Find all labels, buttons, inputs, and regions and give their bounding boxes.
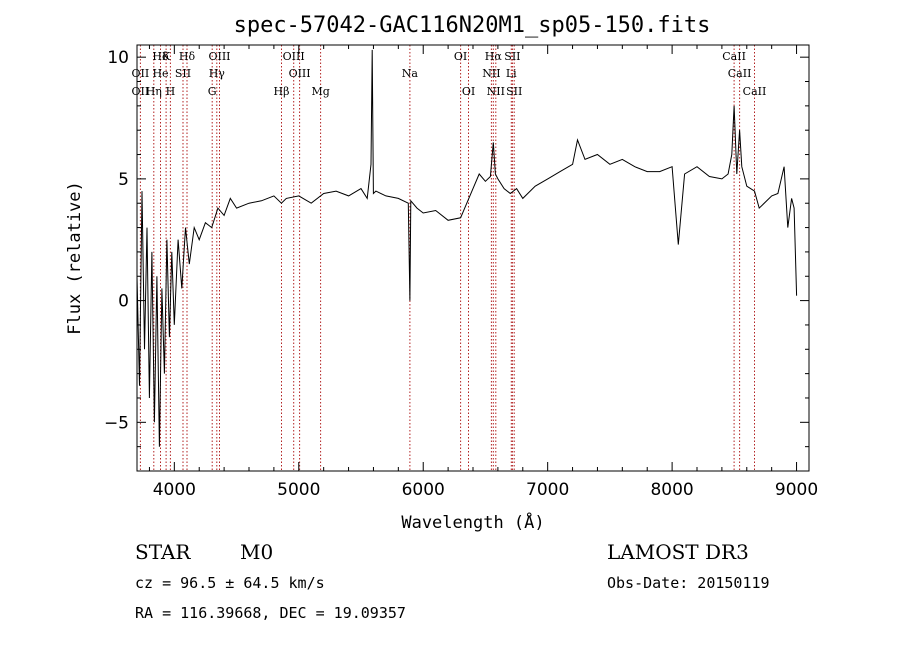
spectral-line-label: SII bbox=[175, 67, 191, 80]
spectral-line-label: CaII bbox=[728, 67, 752, 80]
x-axis-label: Wavelength (Å) bbox=[401, 511, 544, 533]
spectral-line-label: OIII bbox=[208, 50, 230, 63]
spectral-line-label: OI bbox=[454, 50, 467, 63]
x-tick-label: 8000 bbox=[650, 480, 693, 500]
line-markers-layer bbox=[139, 45, 755, 471]
spectral-line-label: NII bbox=[487, 85, 505, 98]
spectral-line-label: Hη bbox=[146, 85, 162, 98]
spectral-line-label: Mg bbox=[311, 85, 329, 98]
spectral-line-label: Li bbox=[506, 67, 517, 80]
y-tick-label: 5 bbox=[118, 170, 129, 190]
object-subclass: M0 bbox=[240, 540, 273, 564]
spectral-line-label: OIII bbox=[283, 50, 305, 63]
y-axis-label: Flux (relative) bbox=[65, 181, 85, 335]
series-layer bbox=[136, 49, 798, 447]
y-tick-label: 0 bbox=[118, 292, 129, 312]
axis-ticks: 4000 5000 6000 7000 8000 9000 −5 0 5 10 bbox=[104, 45, 818, 500]
spectral-line-label: Hβ bbox=[274, 85, 290, 98]
redshift-info: cz = 96.5 ± 64.5 km/s bbox=[135, 574, 325, 592]
y-tick-label: −5 bbox=[104, 413, 129, 433]
object-class: STAR bbox=[135, 540, 191, 564]
spectral-line-label: H bbox=[166, 85, 176, 98]
spectral-line-label: He bbox=[152, 67, 168, 80]
spectral-line-label: Hδ bbox=[179, 50, 196, 63]
spectral-line-label: OII bbox=[132, 85, 150, 98]
spectral-line-label: SII bbox=[504, 50, 520, 63]
coordinates: RA = 116.39668, DEC = 19.09357 bbox=[135, 604, 406, 622]
spectral-line-label: NII bbox=[482, 67, 500, 80]
spectral-line-label: OI bbox=[462, 85, 475, 98]
spectral-line-label: CaII bbox=[722, 50, 746, 63]
plot-frame bbox=[136, 44, 810, 472]
spectral-line-label: OIII bbox=[289, 67, 311, 80]
spectral-line-label: Na bbox=[402, 67, 419, 80]
x-tick-label: 5000 bbox=[277, 480, 320, 500]
obs-date: Obs-Date: 20150119 bbox=[607, 574, 770, 592]
x-tick-label: 7000 bbox=[526, 480, 569, 500]
spectral-line-label: Hγ bbox=[209, 67, 226, 80]
spectral-line-label: CaII bbox=[743, 85, 767, 98]
x-tick-label: 9000 bbox=[775, 480, 818, 500]
spectral-line-label: K bbox=[162, 50, 171, 63]
x-tick-label: 4000 bbox=[153, 480, 196, 500]
survey-name: LAMOST DR3 bbox=[607, 540, 749, 564]
y-tick-label: 10 bbox=[107, 48, 129, 68]
spectrum-series-line bbox=[136, 49, 798, 447]
spectral-line-label: Hδ bbox=[152, 50, 169, 63]
chart-title: spec-57042-GAC116N20M1_sp05-150.fits bbox=[234, 13, 711, 38]
spectral-line-label: OII bbox=[132, 67, 150, 80]
spectral-line-label: SII bbox=[506, 85, 522, 98]
spectral-line-label: Hα bbox=[485, 50, 503, 63]
x-tick-label: 6000 bbox=[402, 480, 445, 500]
spectral-line-label: G bbox=[208, 85, 217, 98]
